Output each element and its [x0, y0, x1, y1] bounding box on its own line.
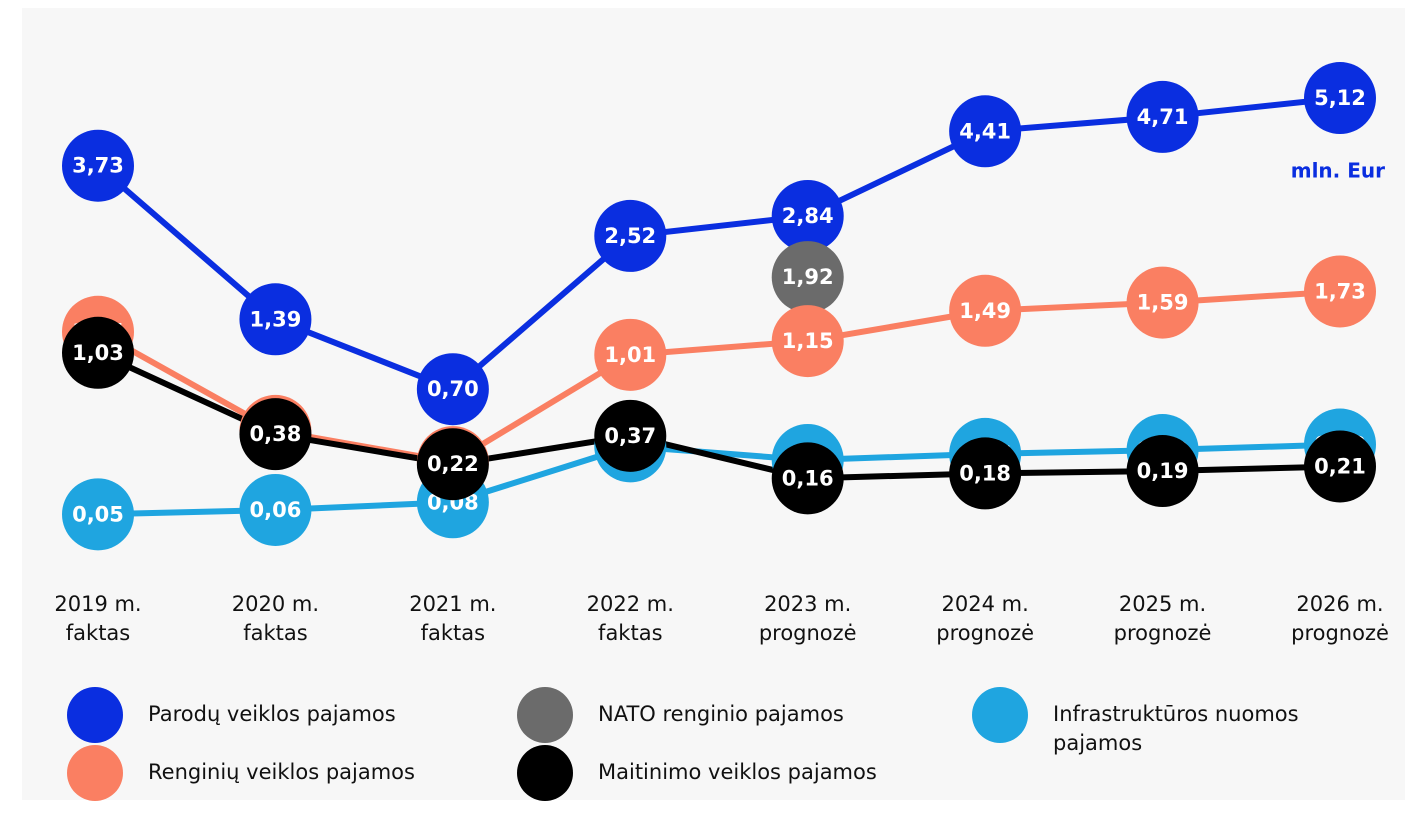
- legend-swatch: [972, 687, 1028, 743]
- legend-label: Renginių veiklos pajamos: [148, 760, 415, 784]
- data-point: [62, 129, 134, 202]
- data-point: [416, 353, 489, 426]
- data-label: 1,39: [250, 307, 302, 331]
- data-label: 0,05: [72, 502, 124, 526]
- data-label: 2,84: [782, 204, 834, 228]
- data-label: 0,37: [604, 424, 656, 448]
- data-point: [594, 399, 667, 472]
- data-point: [1126, 266, 1199, 339]
- data-label: 0,18: [959, 461, 1011, 485]
- x-tick-label: 2026 m. prognozė: [1291, 592, 1389, 645]
- data-label: 1,73: [1314, 279, 1366, 303]
- legend-swatch: [517, 687, 573, 743]
- legend-swatch: [67, 687, 123, 743]
- x-tick-label: 2022 m. faktas: [586, 592, 674, 645]
- data-label: 4,41: [959, 119, 1011, 143]
- data-label: 4,71: [1137, 105, 1189, 129]
- legend-label: NATO renginio pajamos: [598, 702, 844, 726]
- data-label: 1,59: [1137, 291, 1189, 315]
- data-label: 0,06: [250, 498, 302, 522]
- data-point: [416, 428, 489, 501]
- x-tick-label: 2025 m. prognozė: [1113, 592, 1212, 645]
- x-tick-label: 2023 m. prognozė: [758, 592, 857, 645]
- data-point: [771, 179, 844, 252]
- data-label: 0,38: [250, 422, 302, 446]
- data-label: 0,19: [1137, 459, 1189, 483]
- data-label: 2,52: [604, 224, 656, 248]
- legend-swatch: [517, 745, 573, 801]
- data-label: 1,03: [72, 341, 124, 365]
- data-point: [1304, 430, 1376, 503]
- x-tick-label: 2020 m. faktas: [231, 592, 320, 645]
- data-point: [239, 398, 312, 471]
- data-label: 1,92: [782, 265, 834, 289]
- x-tick-label: 2021 m. faktas: [409, 592, 497, 645]
- data-point: [594, 199, 667, 272]
- data-label: 5,12: [1314, 86, 1366, 110]
- data-label: 1,01: [604, 343, 656, 367]
- data-label: 0,70: [427, 377, 479, 401]
- data-point: [771, 442, 844, 515]
- data-point: [239, 473, 312, 546]
- data-point: [1304, 255, 1376, 328]
- data-point: [949, 274, 1022, 347]
- data-point: [62, 478, 134, 551]
- legend-swatch: [67, 745, 123, 801]
- data-label: 3,73: [72, 154, 124, 178]
- data-point: [949, 95, 1022, 168]
- data-point: [771, 241, 844, 314]
- data-label: 1,49: [959, 299, 1011, 323]
- data-point: [771, 305, 844, 378]
- data-label: 1,15: [782, 329, 834, 353]
- legend-label: Infrastruktūros nuomos pajamos: [1053, 702, 1299, 755]
- data-point: [62, 316, 134, 389]
- data-point: [1304, 62, 1376, 135]
- data-label: 0,21: [1314, 454, 1366, 478]
- data-point: [239, 283, 312, 356]
- data-point: [949, 437, 1022, 510]
- legend-label: Maitinimo veiklos pajamos: [598, 760, 877, 784]
- unit-annotation: mln. Eur: [1291, 159, 1385, 183]
- data-point: [1126, 80, 1199, 153]
- legend-label: Parodų veiklos pajamos: [148, 702, 396, 726]
- x-tick-label: 2024 m. prognozė: [936, 592, 1035, 645]
- x-tick-label: 2019 m. faktas: [54, 592, 142, 645]
- data-label: 0,22: [427, 452, 479, 476]
- data-point: [594, 318, 667, 391]
- data-label: 0,16: [782, 466, 834, 490]
- data-point: [1126, 435, 1199, 508]
